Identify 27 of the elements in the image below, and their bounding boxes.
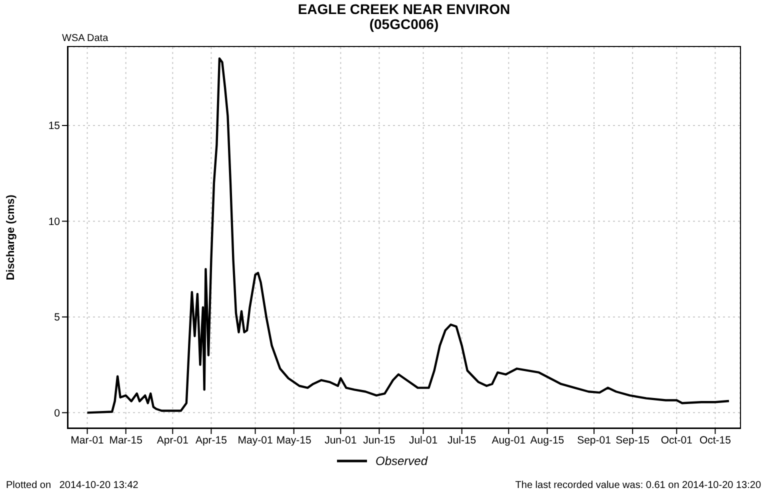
x-tick-label: Mar-15: [109, 434, 143, 446]
y-tick-label: 5: [54, 312, 60, 324]
y-axis-title: Discharge (cms): [4, 194, 17, 280]
x-tick-label: Jul-15: [448, 434, 476, 446]
legend-label: Observed: [375, 454, 428, 468]
x-tick-label: Oct-15: [699, 434, 732, 446]
x-tick-label: Aug-01: [492, 434, 526, 446]
x-tick-label: Sep-01: [577, 434, 612, 446]
x-tick-label: Jun-15: [363, 434, 396, 446]
x-tick-label: Apr-15: [195, 434, 228, 446]
y-tick-label: 10: [48, 216, 60, 228]
x-tick-label: May-01: [238, 434, 273, 446]
x-tick-label: Jul-01: [408, 434, 438, 446]
x-tick-label: Mar-01: [70, 434, 104, 446]
text: Plotted on 2014-10-20 13:42: [6, 480, 138, 491]
y-tick-label: 0: [54, 407, 60, 420]
x-tick-label: Oct-01: [660, 434, 693, 446]
text: The last recorded value was: 0.61 on 2014-10-20 13:20: [515, 480, 761, 491]
x-tick-label: Apr-01: [156, 434, 189, 446]
y-tick-label: 15: [48, 120, 60, 132]
x-tick-label: Jun-01: [324, 434, 357, 446]
x-tick-label: May-15: [276, 434, 312, 446]
chart-title: EAGLE CREEK NEAR ENVIRON: [296, 1, 512, 17]
text: WSA Data: [62, 33, 108, 44]
chart-subtitle: (05GC006): [368, 16, 440, 32]
x-tick-label: Sep-15: [616, 434, 650, 446]
x-tick-label: Aug-15: [530, 434, 564, 446]
